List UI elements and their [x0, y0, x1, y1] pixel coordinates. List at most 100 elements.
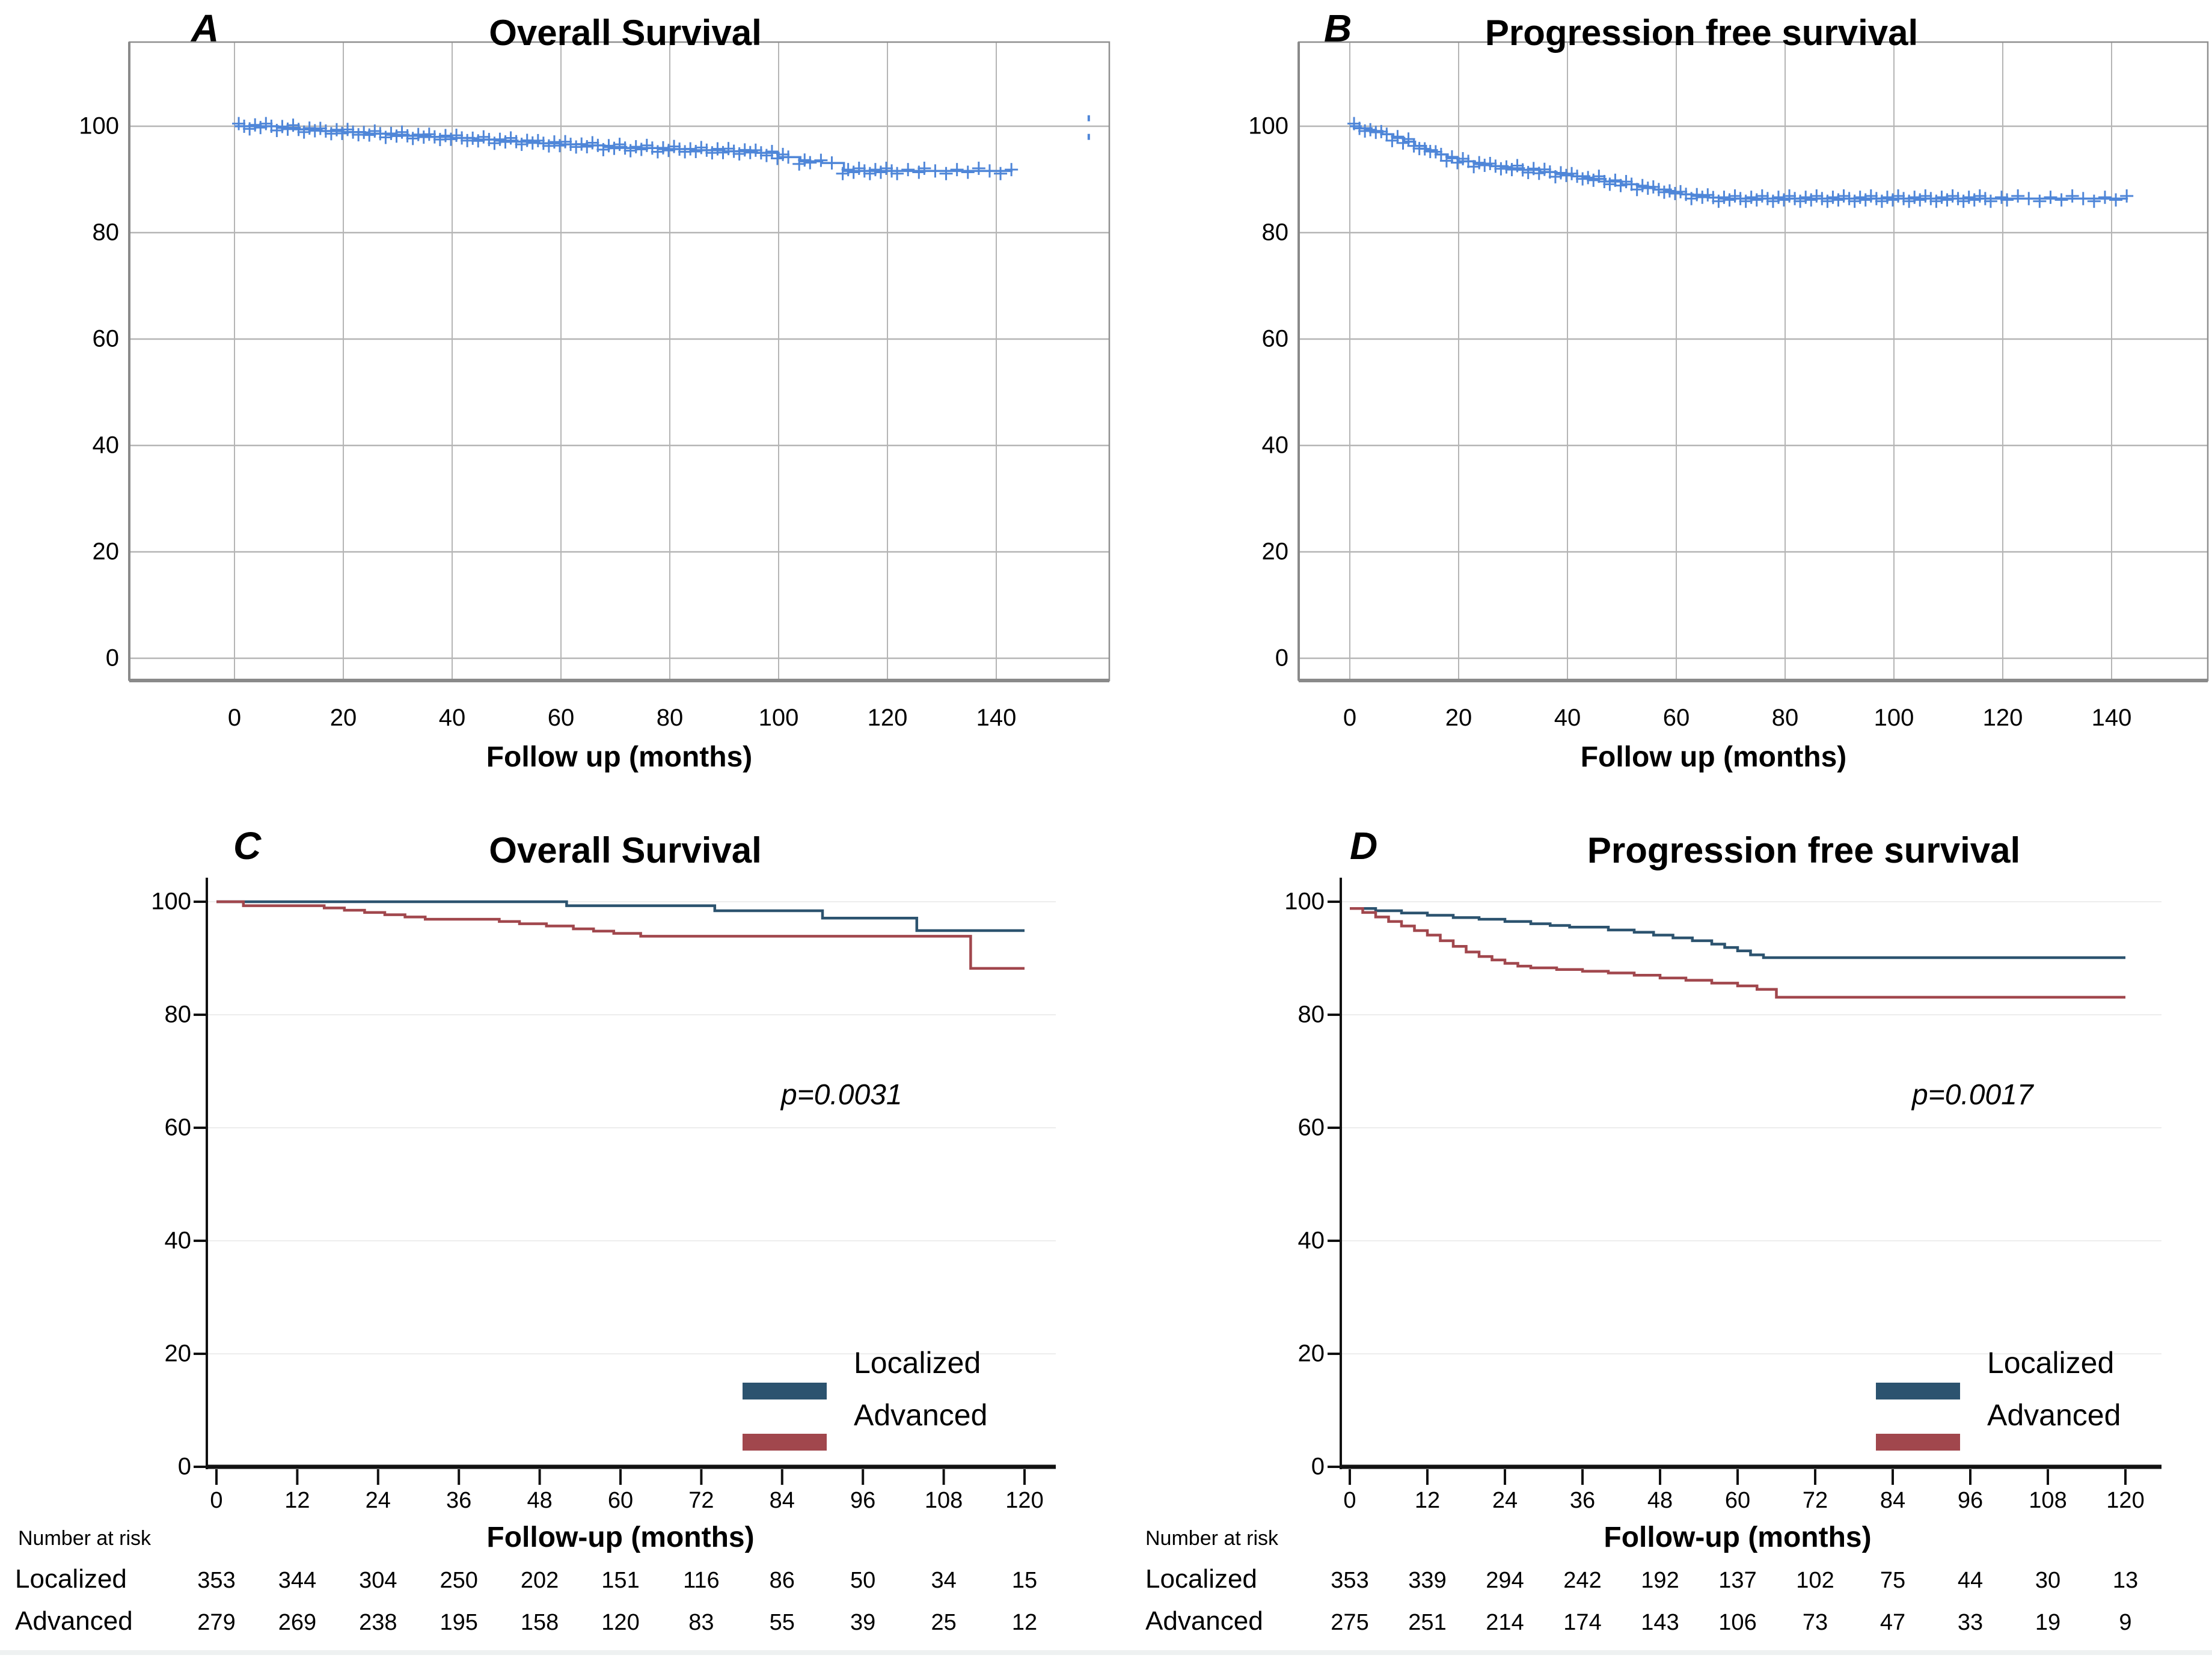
y-tick-label: 20 — [164, 1340, 192, 1367]
number-at-risk-value: 174 — [1563, 1610, 1602, 1635]
number-at-risk-value: 279 — [197, 1610, 236, 1635]
legend-label-localized: Localized — [1987, 1346, 2115, 1380]
x-tick-label: 36 — [446, 1488, 472, 1513]
x-tick-label: 0 — [1343, 705, 1357, 731]
number-at-risk-value: 192 — [1641, 1568, 1679, 1593]
x-tick-label: 100 — [758, 705, 799, 731]
number-at-risk-value: 151 — [601, 1568, 640, 1593]
chart-title-a: Overall Survival — [489, 13, 762, 53]
number-at-risk-value: 339 — [1408, 1568, 1447, 1593]
x-tick-label: 40 — [438, 705, 466, 731]
y-tick-label: 80 — [92, 219, 120, 246]
x-tick-label: 40 — [1554, 705, 1581, 731]
y-tick-label: 80 — [1297, 1001, 1325, 1028]
x-tick-label: 108 — [924, 1488, 963, 1513]
km-curve-localized — [216, 900, 1025, 932]
number-at-risk-value: 195 — [440, 1610, 478, 1635]
panel-label-d: D — [1350, 824, 1378, 867]
km-plot-progression-free-survival-all — [1297, 41, 2209, 682]
x-tick-label: 0 — [210, 1488, 223, 1513]
plot-frame — [1297, 41, 2209, 682]
number-at-risk-value: 50 — [850, 1568, 876, 1593]
x-tick-label: 80 — [656, 705, 684, 731]
x-tick-label: 48 — [527, 1488, 553, 1513]
page-edge-strip — [0, 1650, 2212, 1655]
x-tick-label: 120 — [2106, 1488, 2145, 1513]
number-at-risk-row-label: Advanced — [1145, 1606, 1263, 1636]
y-tick-label: 0 — [1275, 644, 1288, 671]
y-tick-label: 60 — [1297, 1114, 1325, 1141]
x-tick-label: 140 — [976, 705, 1017, 731]
number-at-risk-value: 55 — [769, 1610, 795, 1635]
x-tick-label: 72 — [688, 1488, 714, 1513]
number-at-risk-value: 33 — [1957, 1610, 1984, 1635]
number-at-risk-value: 83 — [688, 1610, 714, 1635]
number-at-risk-value: 102 — [1796, 1568, 1834, 1593]
panel-label-c: C — [233, 824, 262, 867]
x-tick-label: 36 — [1569, 1488, 1596, 1513]
number-at-risk-value: 86 — [769, 1568, 795, 1593]
y-tick-label: 80 — [1261, 219, 1289, 246]
y-tick-label: 100 — [1248, 112, 1288, 139]
km-plot-progression-free-survival-by-stage — [1328, 878, 2161, 1485]
km-curve-advanced — [1350, 907, 2125, 999]
y-tick-label: 100 — [1284, 888, 1325, 915]
x-tick-label: 96 — [1957, 1488, 1984, 1513]
x-tick-label: 120 — [1982, 705, 2023, 731]
number-at-risk-value: 9 — [2119, 1610, 2132, 1635]
y-tick-label: 40 — [92, 432, 120, 459]
x-tick-label: 60 — [1724, 1488, 1751, 1513]
x-tick-label: 12 — [284, 1488, 310, 1513]
chart-title-c: Overall Survival — [489, 830, 762, 870]
panel-label-b: B — [1324, 7, 1352, 50]
number-at-risk-value: 143 — [1641, 1610, 1679, 1635]
y-tick-label: 0 — [1311, 1453, 1325, 1480]
legend-label-localized: Localized — [854, 1346, 981, 1380]
number-at-risk-value: 158 — [520, 1610, 559, 1635]
number-at-risk-value: 344 — [278, 1568, 317, 1593]
y-tick-label: 0 — [177, 1453, 191, 1480]
number-at-risk-value: 250 — [440, 1568, 478, 1593]
y-tick-label: 100 — [79, 112, 119, 139]
chart-title-d: Progression free survival — [1587, 830, 2021, 870]
number-at-risk-row-label: Localized — [1145, 1564, 1257, 1594]
x-tick-label: 12 — [1414, 1488, 1441, 1513]
y-tick-label: 40 — [1297, 1227, 1325, 1254]
number-at-risk-value: 214 — [1486, 1610, 1524, 1635]
chart-title-b: Progression free survival — [1484, 13, 1919, 53]
panel-c-overall-survival-by-stage: C Overall Survival p=0.0031 Localized Ad… — [0, 806, 1112, 1667]
y-tick-label: 100 — [151, 888, 191, 915]
y-tick-label: 20 — [1297, 1340, 1325, 1367]
x-tick-label: 60 — [547, 705, 575, 731]
p-value-c: p=0.0031 — [781, 1079, 902, 1111]
x-tick-label: 84 — [769, 1488, 795, 1513]
x-tick-label: 120 — [867, 705, 908, 731]
number-at-risk-value: 304 — [359, 1568, 397, 1593]
number-at-risk-value: 269 — [278, 1610, 317, 1635]
y-tick-label: 60 — [92, 325, 120, 352]
x-tick-label: 0 — [227, 705, 242, 731]
number-at-risk-value: 353 — [197, 1568, 236, 1593]
number-at-risk-value: 73 — [1802, 1610, 1828, 1635]
x-tick-label: 20 — [329, 705, 357, 731]
km-plot-overall-survival-all — [128, 41, 1111, 682]
number-at-risk-value: 39 — [850, 1610, 876, 1635]
number-at-risk-title-c: Number at risk — [18, 1527, 152, 1550]
legend-swatch-localized — [743, 1383, 827, 1399]
number-at-risk-value: 19 — [2035, 1610, 2061, 1635]
x-axis-title-b: Follow up (months) — [1580, 741, 1847, 773]
x-tick-label: 24 — [365, 1488, 391, 1513]
x-tick-label: 80 — [1771, 705, 1799, 731]
number-at-risk-value: 120 — [601, 1610, 640, 1635]
x-tick-label: 84 — [1880, 1488, 1906, 1513]
x-tick-label: 60 — [607, 1488, 634, 1513]
number-at-risk-value: 75 — [1880, 1568, 1906, 1593]
number-at-risk-value: 30 — [2035, 1568, 2061, 1593]
x-tick-label: 0 — [1343, 1488, 1356, 1513]
km-curve-advanced — [216, 900, 1025, 970]
number-at-risk-value: 25 — [931, 1610, 957, 1635]
number-at-risk-value: 353 — [1331, 1568, 1369, 1593]
x-tick-label: 48 — [1647, 1488, 1673, 1513]
x-tick-label: 140 — [2091, 705, 2132, 731]
